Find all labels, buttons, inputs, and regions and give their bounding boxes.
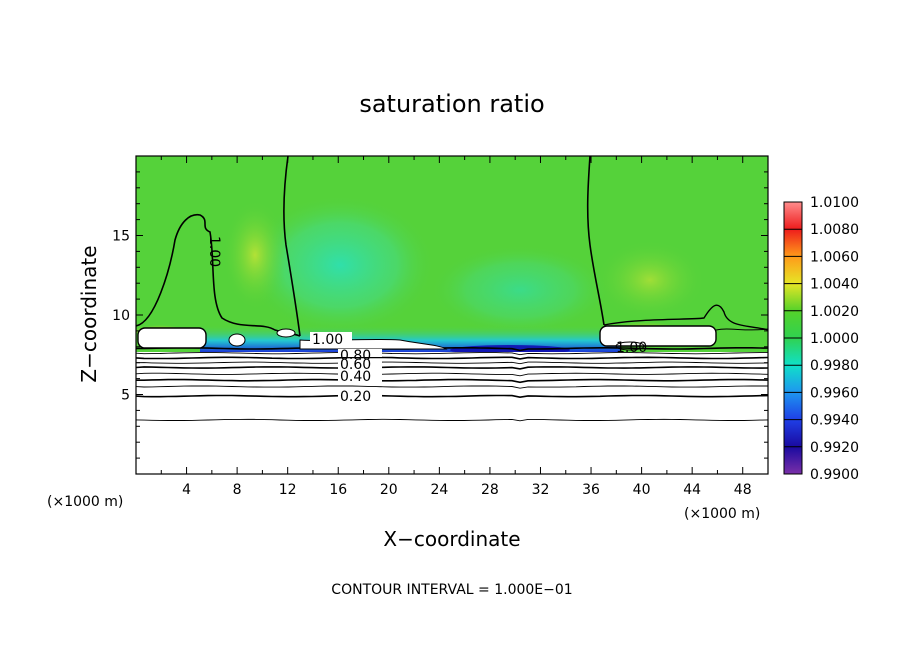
x-tick-label: 40 (633, 482, 651, 498)
field-high-ratio-region-left (223, 200, 287, 310)
cloud-cell-2 (276, 328, 296, 338)
x-tick-label: 20 (380, 482, 398, 498)
colorbar-segment (784, 256, 802, 284)
contour-line-0-9 (136, 352, 768, 356)
cloud-outline-left (137, 327, 207, 349)
colorbar-label: 1.0020 (810, 304, 859, 320)
colorbar-segment (784, 229, 802, 257)
x-tick-label: 48 (734, 482, 752, 498)
colorbar-label: 1.0000 (810, 331, 859, 347)
x-tick-label: 12 (279, 482, 297, 498)
colorbar-label: 1.0080 (810, 222, 859, 238)
contour-labels: 1.00 1.00 1.00 0.80 0.60 0.40 0.20 (206, 236, 647, 405)
plot-area (136, 156, 768, 474)
contour-1-00-right (603, 304, 768, 331)
x-tick-label: 28 (481, 482, 499, 498)
colorbar-label: 0.9940 (810, 413, 859, 429)
contour-1-00-left (136, 213, 301, 337)
colorbar-segment (784, 338, 802, 366)
contour-line-0-8 (136, 356, 768, 360)
colorbar-segment (784, 202, 802, 230)
cloud-edge-right (715, 328, 768, 331)
colorbar-label: 1.0060 (810, 249, 859, 265)
cloud-cell-1 (228, 333, 246, 347)
z-tick-label: 15 (112, 229, 130, 245)
contour-line-0-6 (136, 366, 768, 370)
x-tick-label: 24 (430, 482, 448, 498)
contour-interval-note: CONTOUR INTERVAL = 1.000E−01 (331, 582, 572, 598)
x-axis-unit: (×1000 m) (684, 506, 760, 522)
colorbar-label: 1.0040 (810, 277, 859, 293)
colorbar: 0.9900 0.9920 0.9940 0.9960 0.9980 1.0000 1.00… (783, 195, 859, 483)
x-axis-label: X−coordinate (383, 527, 520, 551)
contour-label-0-60: 0.60 (340, 357, 371, 373)
x-tick-label: 4 (182, 482, 191, 498)
z-tick-label: 5 (121, 388, 130, 404)
colorbar-label: 0.9960 (810, 385, 859, 401)
contour-label-1-00-a: 1.00 (312, 332, 343, 348)
z-axis-ticks: 5 10 15 (112, 171, 768, 459)
contour-line-0-5 (136, 372, 768, 377)
contour-1-00-vertical-right (586, 156, 605, 326)
contour-line-1 (136, 347, 768, 352)
colorbar-segment (784, 310, 802, 338)
cloud-cell-3 (615, 341, 645, 351)
field-saturated-lower-region (136, 352, 768, 474)
x-tick-label: 36 (582, 482, 600, 498)
contour-line-0-4 (136, 378, 768, 384)
contour-label-1-00-vertical: 1.00 (206, 236, 222, 267)
contour-line-0-2 (136, 394, 768, 399)
colorbar-label: 0.9980 (810, 358, 859, 374)
colorbar-label: 0.9900 (810, 467, 859, 483)
contour-lines (136, 347, 768, 422)
x-tick-label: 16 (329, 482, 347, 498)
colorbar-segment (784, 392, 802, 420)
z-axis-label: Z−coordinate (77, 245, 101, 382)
field-high-ratio-region-right (595, 240, 705, 320)
x-tick-label: 8 (233, 482, 242, 498)
field-low-ratio-region-right (430, 245, 610, 335)
contour-label-1-00-right: 1.00 (616, 340, 647, 356)
z-axis-unit: (×1000 m) (47, 494, 123, 510)
contour-label-0-20: 0.20 (340, 389, 371, 405)
contour-label-0-40: 0.40 (340, 369, 371, 385)
x-tick-label: 32 (532, 482, 550, 498)
field-low-ratio-region-center (245, 195, 435, 335)
x-axis-ticks: 4 8 12 16 20 24 28 32 36 40 44 48 (160, 156, 752, 498)
colorbar-label: 1.0100 (810, 195, 859, 211)
colorbar-segment (784, 446, 802, 474)
x-tick-label: 44 (683, 482, 701, 498)
contour-line-0-1 (136, 418, 768, 422)
chart-title: saturation ratio (359, 90, 544, 118)
colorbar-segment (784, 283, 802, 311)
colorbar-segment (784, 365, 802, 393)
colorbar-label: 0.9920 (810, 440, 859, 456)
contour-line-0-3 (136, 385, 768, 389)
colorbar-segment (784, 419, 802, 447)
contour-1-00-vertical-left (283, 156, 301, 337)
contour-line-0-7 (136, 361, 768, 365)
z-tick-label: 10 (112, 308, 130, 324)
cloud-outline-right (599, 325, 717, 347)
